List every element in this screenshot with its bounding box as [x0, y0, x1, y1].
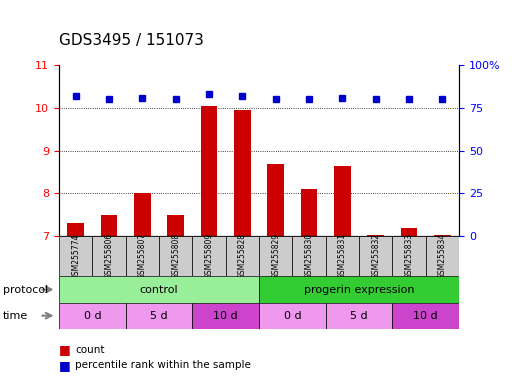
Text: 5 d: 5 d — [150, 311, 168, 321]
Bar — [259, 236, 292, 276]
Bar — [67, 223, 84, 236]
Bar — [326, 303, 392, 329]
Bar — [192, 303, 259, 329]
Text: percentile rank within the sample: percentile rank within the sample — [75, 360, 251, 370]
Text: control: control — [140, 285, 179, 295]
Text: count: count — [75, 345, 105, 355]
Bar — [201, 106, 218, 236]
Text: GSM255774: GSM255774 — [71, 233, 80, 280]
Text: progerin expression: progerin expression — [304, 285, 415, 295]
Text: GSM255833: GSM255833 — [405, 233, 413, 280]
Text: GSM255807: GSM255807 — [138, 233, 147, 280]
Bar — [392, 303, 459, 329]
Bar — [359, 236, 392, 276]
Bar — [59, 236, 92, 276]
Text: protocol: protocol — [3, 285, 48, 295]
Text: ■: ■ — [59, 359, 71, 372]
Text: GSM255809: GSM255809 — [205, 233, 213, 280]
Bar — [267, 164, 284, 236]
Text: time: time — [3, 311, 28, 321]
Bar — [434, 235, 451, 236]
Bar — [326, 236, 359, 276]
Text: 5 d: 5 d — [350, 311, 368, 321]
Bar — [367, 235, 384, 236]
Text: GSM255830: GSM255830 — [305, 233, 313, 280]
Bar — [92, 236, 126, 276]
Bar — [292, 236, 326, 276]
Text: GSM255831: GSM255831 — [338, 233, 347, 280]
Text: GSM255828: GSM255828 — [238, 233, 247, 279]
Bar — [334, 166, 351, 236]
Text: 10 d: 10 d — [213, 311, 238, 321]
Bar — [392, 236, 426, 276]
Text: 0 d: 0 d — [84, 311, 101, 321]
Bar — [134, 194, 151, 236]
Text: GSM255832: GSM255832 — [371, 233, 380, 280]
Text: ■: ■ — [59, 343, 71, 356]
Text: GDS3495 / 151073: GDS3495 / 151073 — [59, 33, 204, 48]
Text: GSM255829: GSM255829 — [271, 233, 280, 280]
Text: 10 d: 10 d — [413, 311, 438, 321]
Bar — [426, 236, 459, 276]
Bar — [126, 303, 192, 329]
Bar — [226, 236, 259, 276]
Text: 0 d: 0 d — [284, 311, 301, 321]
Bar — [301, 189, 318, 236]
Bar — [59, 303, 126, 329]
Bar — [401, 228, 418, 236]
Bar — [59, 276, 259, 303]
Bar — [167, 215, 184, 236]
Bar — [192, 236, 226, 276]
Bar — [234, 110, 251, 236]
Bar — [126, 236, 159, 276]
Bar — [259, 276, 459, 303]
Bar — [259, 303, 326, 329]
Bar — [101, 215, 117, 236]
Text: GSM255806: GSM255806 — [105, 233, 113, 280]
Text: GSM255808: GSM255808 — [171, 233, 180, 280]
Bar — [159, 236, 192, 276]
Text: GSM255834: GSM255834 — [438, 233, 447, 280]
